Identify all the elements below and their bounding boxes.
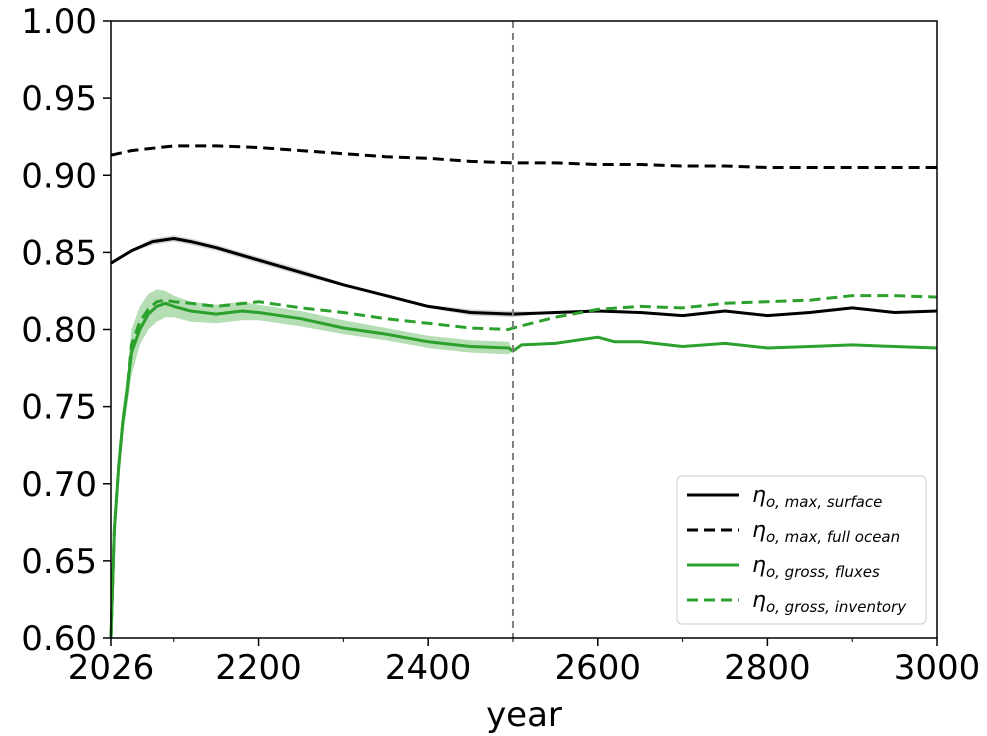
y-tick-label: 1.00 bbox=[21, 2, 97, 42]
y-tick-label: 0.60 bbox=[21, 619, 97, 659]
legend-subscript: o, gross, inventory bbox=[766, 598, 907, 616]
legend-box bbox=[676, 475, 927, 625]
legend-entry-2: ηo, gross, fluxes bbox=[752, 553, 880, 581]
y-tick-label: 0.70 bbox=[21, 465, 97, 505]
legend-entry-3: ηo, gross, inventory bbox=[752, 588, 907, 616]
y-tick-label: 0.65 bbox=[21, 542, 97, 582]
y-tick-label: 0.85 bbox=[21, 233, 97, 273]
y-tick-label: 0.95 bbox=[21, 79, 97, 119]
legend-subscript: o, max, surface bbox=[766, 493, 882, 511]
series-line-2 bbox=[109, 301, 938, 639]
legend-entry-0: ηo, max, surface bbox=[752, 483, 882, 511]
series-line-0 bbox=[110, 237, 938, 318]
legend-symbol: η bbox=[752, 588, 766, 613]
x-tick-label: 2600 bbox=[555, 648, 642, 688]
y-tick-label: 0.80 bbox=[21, 311, 97, 351]
legend-entry-1: ηo, max, full ocean bbox=[752, 518, 900, 546]
legend-symbol: η bbox=[752, 483, 766, 508]
series-lines bbox=[109, 144, 938, 639]
legend-subscript: o, max, full ocean bbox=[766, 528, 900, 546]
legend-symbol: η bbox=[752, 518, 766, 543]
y-axis: 0.60 0.65 0.70 0.75 0.80 0.85 0.90 0.95 1.00 bbox=[21, 2, 111, 659]
x-tick-label: 2200 bbox=[215, 648, 302, 688]
series-line-3 bbox=[109, 294, 938, 639]
x-tick-label: 2026 bbox=[68, 648, 155, 688]
x-axis: 2026 2200 2400 2600 2800 3000 bbox=[68, 638, 981, 688]
x-tick-label: 3000 bbox=[894, 648, 981, 688]
legend-symbol: η bbox=[752, 553, 766, 578]
y-tick-label: 0.90 bbox=[21, 156, 97, 196]
x-tick-label: 2800 bbox=[724, 648, 811, 688]
series-line-1 bbox=[110, 144, 937, 169]
y-tick-label: 0.75 bbox=[21, 388, 97, 428]
legend-subscript: o, gross, fluxes bbox=[766, 563, 880, 581]
x-tick-label: 2400 bbox=[385, 648, 472, 688]
x-axis-label: year bbox=[486, 695, 562, 735]
